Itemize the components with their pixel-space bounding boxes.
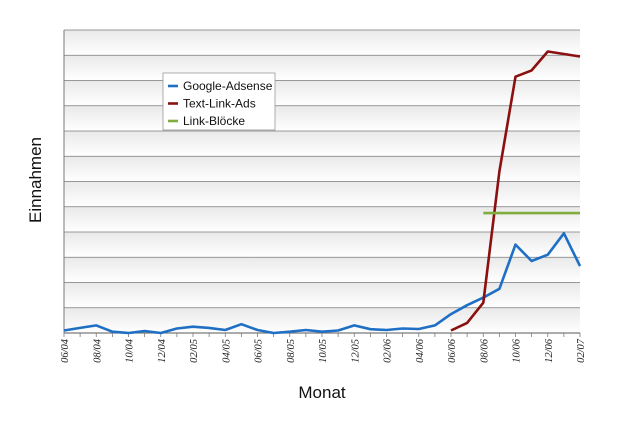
x-tick-label: 02/07 xyxy=(576,338,587,363)
x-tick-label: 08/05 xyxy=(286,339,297,363)
gridlines xyxy=(63,29,581,337)
x-tick-label: 06/06 xyxy=(447,338,458,363)
x-tick-label: 08/04 xyxy=(92,338,103,363)
x-tick-labels: 06/04 08/04 10/04 12/04 02/05 04/05 06/05 08/05… xyxy=(60,338,587,363)
legend-label-google-adsense: Google-Adsense xyxy=(183,79,273,93)
y-axis-title: Einnahmen xyxy=(26,137,45,223)
plot-band xyxy=(64,131,580,157)
x-tick-label: 04/05 xyxy=(221,339,232,363)
legend: Google-Adsense Text-Link-Ads Link-Blöcke xyxy=(162,72,276,131)
x-tick-label: 10/06 xyxy=(512,338,523,363)
plot-band xyxy=(64,307,580,333)
x-tick-label: 06/05 xyxy=(254,339,265,363)
plot-band xyxy=(64,257,580,283)
x-tick-label: 12/05 xyxy=(350,339,361,363)
plot-band xyxy=(64,105,580,131)
plot-band xyxy=(64,156,580,182)
x-tick-label: 04/06 xyxy=(415,338,426,363)
plot-band xyxy=(64,181,580,207)
plot-band xyxy=(64,55,580,81)
series-layer xyxy=(63,50,582,335)
legend-label-link-bl-cke: Link-Blöcke xyxy=(183,114,245,128)
plot-band xyxy=(64,206,580,232)
x-tick-label: 06/04 xyxy=(60,338,71,363)
x-axis-title: Monat xyxy=(298,383,346,402)
x-tick-label: 02/05 xyxy=(189,339,200,363)
plot-band xyxy=(64,282,580,308)
legend-box xyxy=(162,72,276,131)
plot-background xyxy=(64,30,580,333)
plot-band xyxy=(64,80,580,106)
x-tick-label: 10/04 xyxy=(125,338,136,363)
x-tick-label: 02/06 xyxy=(383,338,394,363)
x-tick-label: 12/04 xyxy=(157,338,168,363)
x-tick-label: 12/06 xyxy=(544,338,555,363)
series-line-google-adsense xyxy=(63,232,582,335)
plot-band xyxy=(64,232,580,258)
x-tick-label: 08/06 xyxy=(479,338,490,363)
legend-label-text-link-ads: Text-Link-Ads xyxy=(183,97,256,111)
series-line-text-link-ads xyxy=(450,50,581,332)
x-tick-label: 10/05 xyxy=(318,339,329,363)
plot-band xyxy=(64,30,580,56)
